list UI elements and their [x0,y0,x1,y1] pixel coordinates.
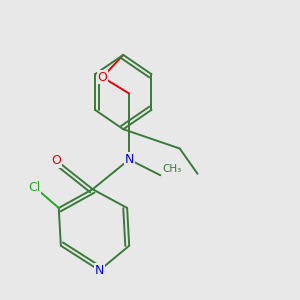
Text: O: O [51,154,61,167]
Text: O: O [98,71,107,84]
Text: N: N [95,264,104,277]
Text: N: N [124,153,134,166]
Text: CH₃: CH₃ [162,164,181,174]
Text: Cl: Cl [28,181,41,194]
